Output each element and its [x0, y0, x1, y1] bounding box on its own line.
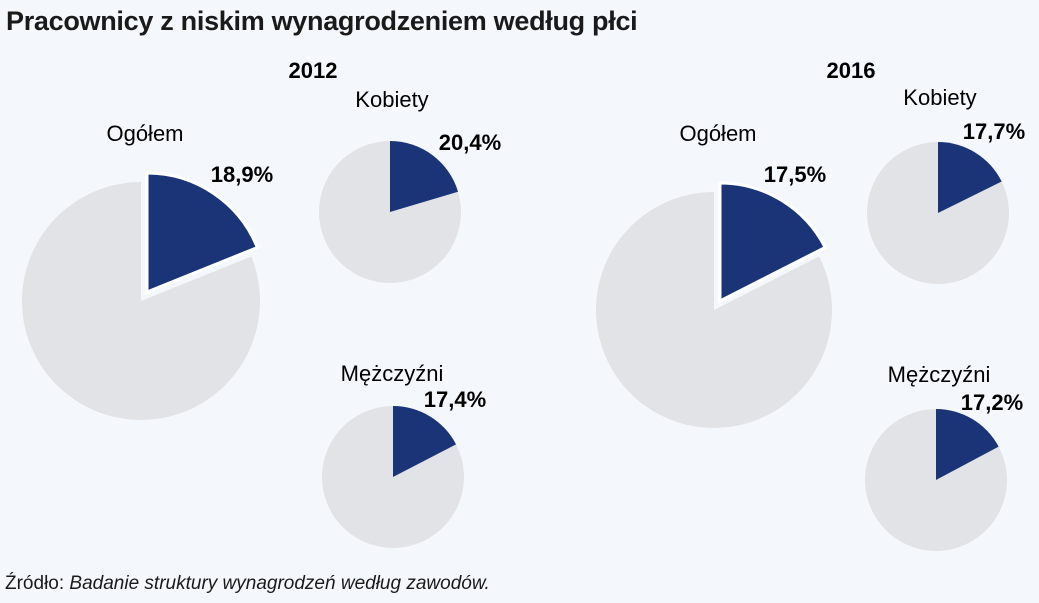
pie-value-mezczyzni-2012: 17,4%: [424, 387, 486, 412]
source-text: Badanie struktury wynagrodzeń według zaw…: [69, 573, 490, 594]
pie-name-kobiety-2016: Kobiety: [903, 85, 976, 110]
year-label-2012: 2012: [289, 58, 338, 83]
pie-slice-mezczyzni-2016: [936, 409, 999, 480]
source-note: Źródło: Badanie struktury wynagrodzeń we…: [5, 573, 490, 595]
pie-value-mezczyzni-2016: 17,2%: [961, 390, 1023, 415]
pie-slice-kobiety-2012: [390, 141, 459, 212]
pie-group-2016: 2016 Ogółem 17,5% Kobiety 17,7% Mężczyźni 17,2…: [596, 58, 1025, 551]
pie-group-2012: 2012 Ogółem 18,9% Kobiety 20,4% Mężczyźni17,4…: [22, 58, 501, 548]
pie-rest-mezczyzni-2016: [864, 409, 1007, 551]
pie-name-ogolem-2016: Ogółem: [679, 121, 756, 146]
pie-value-ogolem-2016: 17,5%: [764, 162, 826, 187]
pie-rest-mezczyzni-2012: [322, 406, 465, 548]
pie-rest-kobiety-2012: [319, 141, 462, 283]
pie-name-ogolem-2012: Ogółem: [106, 121, 183, 146]
pie-value-kobiety-2016: 17,7%: [963, 119, 1025, 144]
pie-name-mezczyzni-2012: Mężczyźni: [341, 361, 444, 386]
pie-rest-ogolem-2016: [596, 192, 833, 428]
pie-slice-ogolem-2012: [145, 171, 260, 295]
pie-value-kobiety-2012: 20,4%: [439, 130, 501, 155]
pie-slice-ogolem-2016: [718, 181, 828, 304]
pie-slice-mezczyzni-2012: [393, 406, 457, 477]
pie-rest-kobiety-2016: [867, 142, 1010, 284]
pie-rest-ogolem-2012: [22, 182, 261, 420]
pie-value-ogolem-2012: 18,9%: [211, 162, 273, 187]
pie-slice-kobiety-2016: [938, 142, 1002, 213]
pie-name-kobiety-2012: Kobiety: [355, 87, 428, 112]
year-label-2016: 2016: [827, 58, 876, 83]
source-prefix: Źródło:: [5, 573, 65, 594]
chart-title: Pracownicy z niskim wynagrodzeniem wedłu…: [6, 6, 638, 36]
pie-name-mezczyzni-2016: Mężczyźni: [888, 362, 991, 387]
